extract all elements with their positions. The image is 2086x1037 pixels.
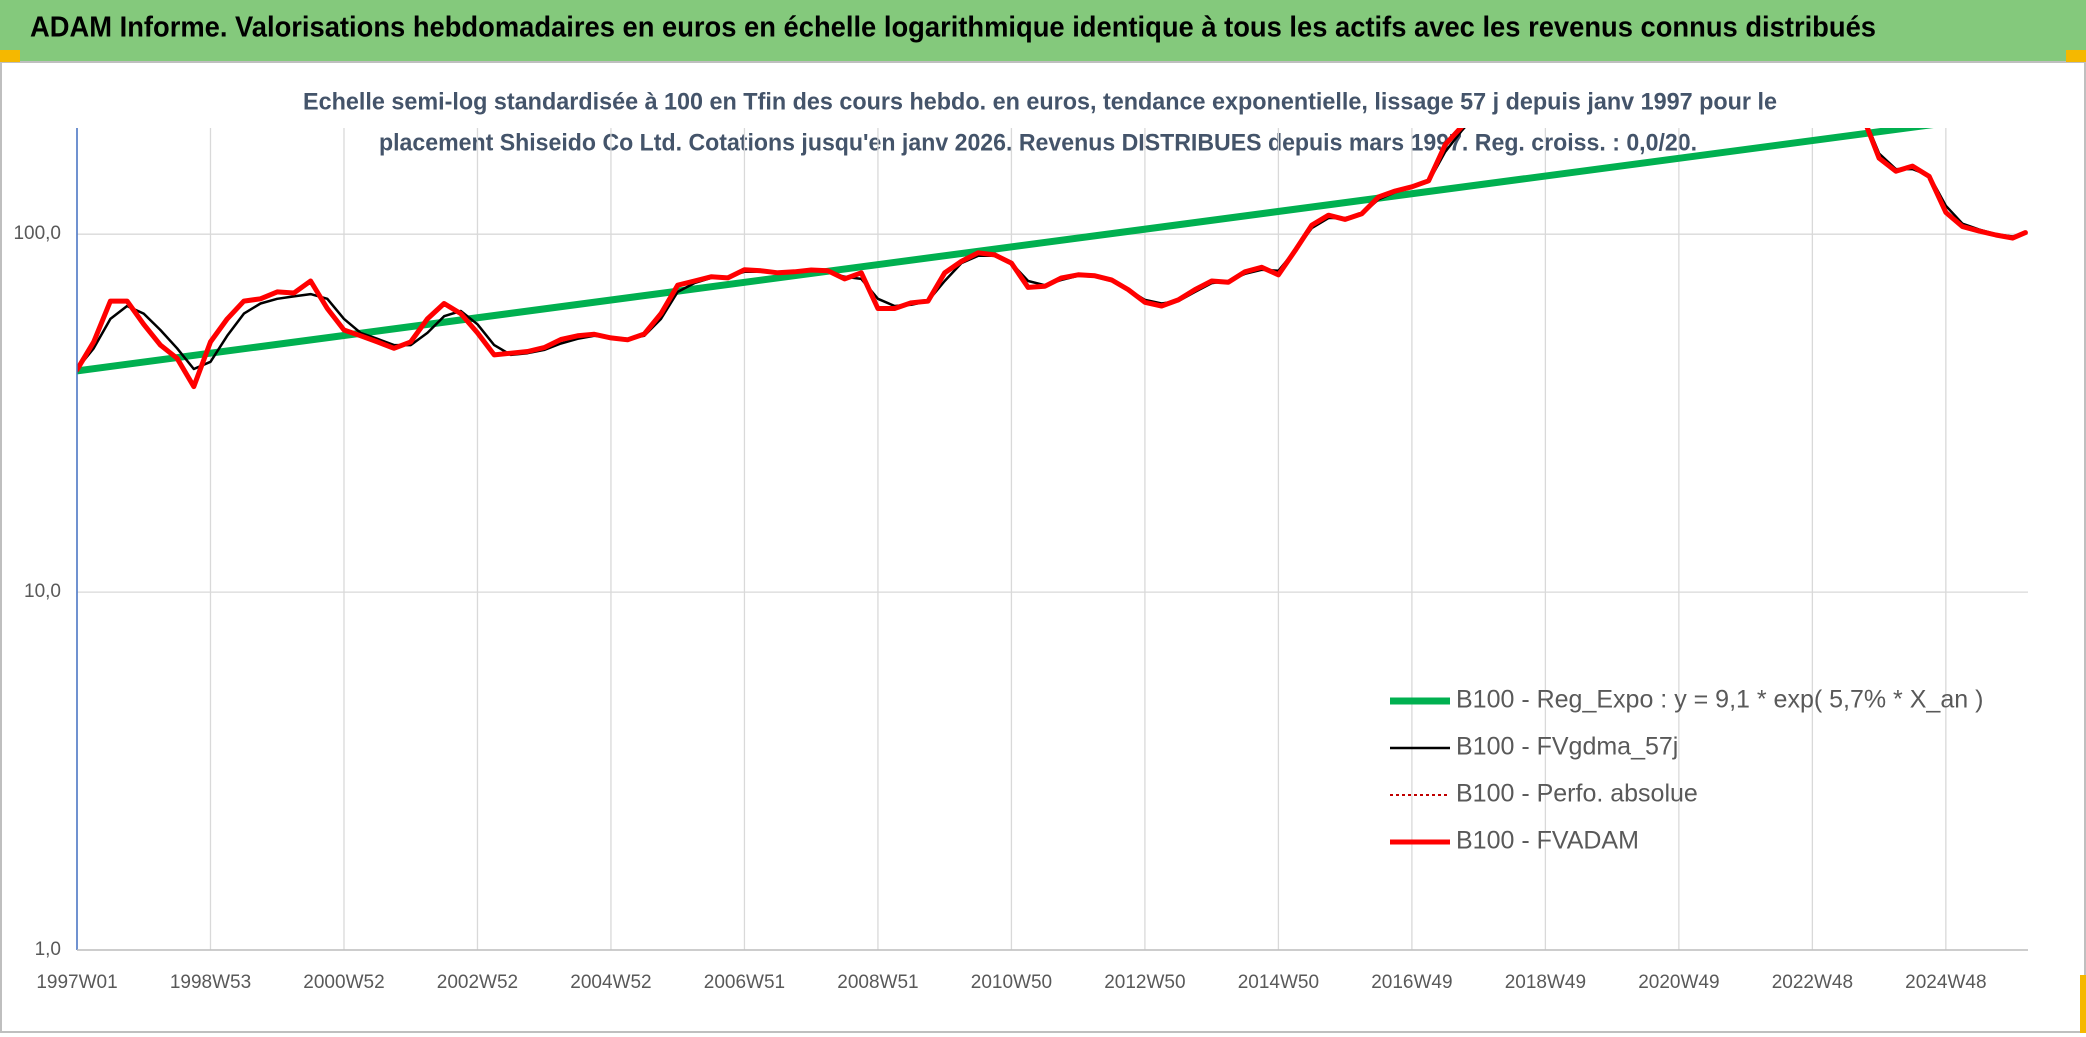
chart-subtitle: Echelle semi-log standardisée à 100 en T… [303,88,1777,115]
x-tick-label: 2002W52 [437,972,518,993]
x-tick-label: 2008W51 [837,972,918,993]
x-tick-label: 2012W50 [1104,972,1185,993]
legend-label: B100 - FVgdma_57j [1456,733,1678,761]
x-tick-label: 2024W48 [1905,972,1986,993]
chart-title: ADAM Informe. Valorisations hebdomadaire… [30,12,1876,44]
x-tick-label: 2016W49 [1371,972,1452,993]
x-tick-label: 2000W52 [303,972,384,993]
x-tick-label: 2006W51 [704,972,785,993]
legend-label: B100 - FVADAM [1456,827,1639,855]
x-tick-label: 2020W49 [1638,972,1719,993]
corner-mark [2080,975,2086,1033]
legend: B100 - Reg_Expo : y = 9,1 * exp( 5,7% * … [1390,686,1983,855]
x-tick-label: 2004W52 [570,972,651,993]
y-tick-label: 100,0 [13,223,61,244]
chart-border [0,61,2086,1033]
corner-mark [0,50,20,62]
corner-mark [2066,50,2086,62]
axes: 1,0 10,0 100,0 1997W01 1998W53 2000W52 2002W52… [13,128,2028,993]
plot-area [77,128,2028,390]
x-tick-label: 2014W50 [1238,972,1319,993]
series-line [77,128,2028,390]
y-tick-label: 10,0 [24,581,61,602]
grid [76,128,2028,951]
x-tick-label: 2010W50 [971,972,1052,993]
chart-subtitle: placement Shiseido Co Ltd. Cotations jus… [379,129,1697,156]
series-line [77,128,1934,375]
y-tick-label: 1,0 [35,939,61,960]
x-tick-label: 2018W49 [1505,972,1586,993]
title-banner [0,0,2086,62]
legend-label: B100 - Perfo. absolue [1456,780,1698,808]
x-tick-label: 1998W53 [170,972,251,993]
legend-label: B100 - Reg_Expo : y = 9,1 * exp( 5,7% * … [1456,686,1983,714]
x-tick-label: 1997W01 [36,972,117,993]
x-tick-label: 2022W48 [1772,972,1853,993]
